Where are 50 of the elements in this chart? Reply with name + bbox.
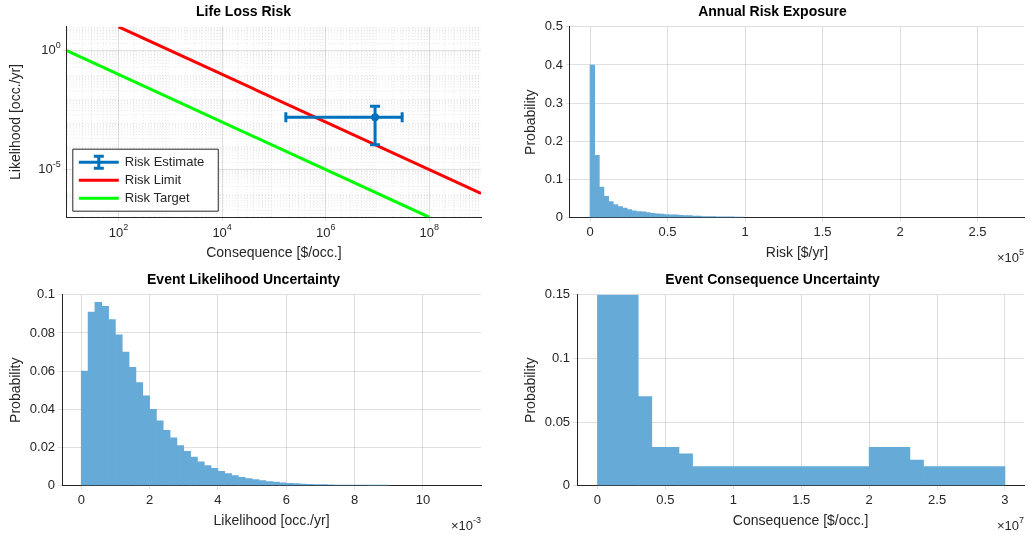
y-tick-label: 0.02 [29,439,56,455]
y-tick-label: 0 [555,209,563,225]
chart-title: Event Consequence Uncertainty [665,271,881,288]
x-tick-label: 2 [865,491,873,507]
x-tick-label: 6 [282,491,290,507]
x-tick-label: 0 [586,223,594,239]
x-tick-label: 1 [729,491,737,507]
x-tick-label: 1.5 [813,223,832,239]
y-tick-label: 0.5 [544,18,563,34]
x-tick-label: 2 [896,223,904,239]
y-tick-label: 0 [562,477,571,493]
x-tick-label: 0.5 [656,491,675,507]
x-tick-label: 1.5 [792,491,811,507]
y-axis-title: Probability [522,89,539,155]
legend-label: Risk Limit [124,171,182,187]
y-tick-label: 0.4 [544,56,563,72]
x-tick-label: 1 [741,223,749,239]
x-axis-title: Risk [$/yr] [765,244,829,261]
y-axis-title: Probability [522,357,539,423]
x-axis-title: Consequence [$/occ.] [732,512,869,529]
x-tick-label: 3 [1001,491,1009,507]
y-tick-label: 0.2 [544,132,563,148]
legend-label: Risk Target [124,189,190,205]
y-tick-label: 0.3 [544,94,563,110]
y-tick-label: 0 [47,477,56,493]
y-axis-title: Probability [7,357,24,423]
y-tick-label: 0.05 [544,413,571,429]
x-tick-label: 0 [593,491,602,507]
y-tick-label: 0.06 [29,362,56,378]
x-tick-label: 4 [214,491,222,507]
x-tick-label: 8 [350,491,359,507]
x-tick-label: 2.5 [928,491,947,507]
chart-title: Event Likelihood Uncertainty [147,271,341,288]
legend-label: Risk Estimate [124,153,205,169]
x-tick-label: 0 [77,491,85,507]
y-tick-label: 0.1 [37,286,56,302]
y-tick-label: 0.1 [552,349,571,365]
y-tick-label: 0.04 [29,400,56,416]
y-tick-label: 0.08 [29,324,56,340]
chart-title: Life Loss Risk [196,3,292,20]
x-tick-label: 10 [415,491,431,507]
y-tick-label: 0.1 [544,171,563,187]
chart-title: Annual Risk Exposure [698,3,848,20]
x-tick-label: 0.5 [658,223,677,239]
y-tick-label: 0.15 [544,286,571,302]
x-tick-label: 2.5 [968,223,987,239]
y-axis-title: Likelihood [occ./yr] [7,64,24,180]
x-axis-title: Consequence [$/occ.] [206,244,342,261]
x-tick-label: 2 [145,491,154,507]
x-axis-title: Likelihood [occ./yr] [213,512,330,529]
